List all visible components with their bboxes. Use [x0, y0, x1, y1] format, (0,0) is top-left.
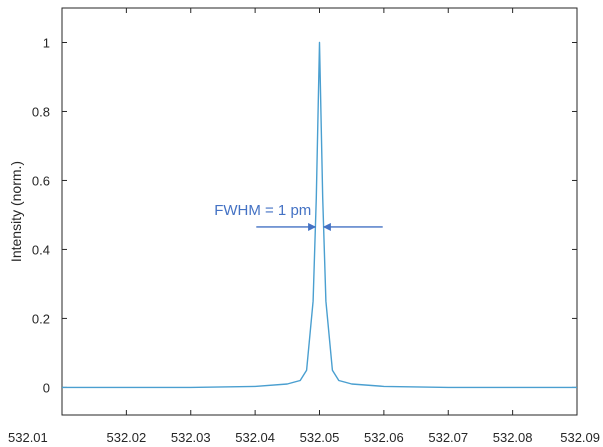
y-axis-label: Intensity (norm.) [8, 161, 24, 262]
fwhm-annotation: FWHM = 1 pm [214, 202, 383, 231]
x-tick-label: 532.04 [235, 430, 275, 445]
x-axis-ticks: 532.01 532.02 532.03 532.04 532.05 532.06 532.… [8, 8, 600, 445]
y-tick-label: 0.2 [32, 311, 50, 326]
y-tick-label: 0.6 [32, 173, 50, 188]
y-tick-label: 0.4 [32, 242, 50, 257]
y-axis-ticks: 0 0.2 0.4 0.6 0.8 1 [32, 35, 577, 395]
x-tick-label: 532.05 [300, 430, 340, 445]
x-tick-label: 532.03 [171, 430, 211, 445]
fwhm-label: FWHM = 1 pm [214, 202, 311, 219]
spectrum-line [62, 41, 577, 389]
y-tick-label: 0 [43, 380, 50, 395]
y-tick-label: 1 [43, 35, 50, 50]
x-tick-label: 532.07 [428, 430, 468, 445]
x-tick-label: 532.06 [364, 430, 404, 445]
x-tick-label: 532.09 [560, 430, 600, 445]
x-tick-label: 532.08 [493, 430, 533, 445]
x-tick-label: 532.02 [106, 430, 146, 445]
y-tick-label: 0.8 [32, 104, 50, 119]
x-tick-label: 532.01 [8, 430, 48, 445]
series-group [62, 41, 577, 389]
